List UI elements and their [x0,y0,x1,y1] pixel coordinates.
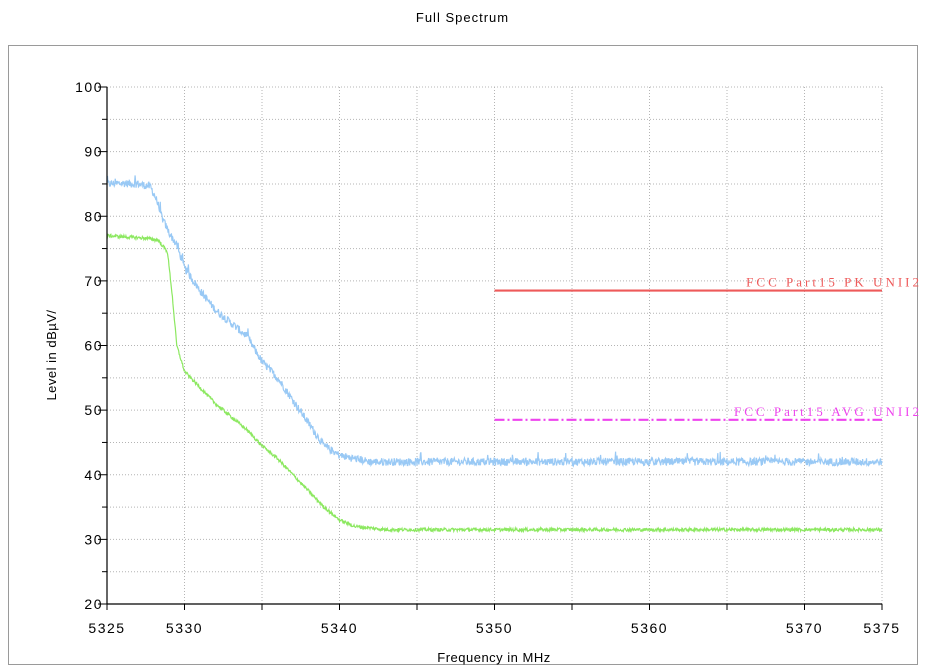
grid-lines [107,86,883,604]
trace-2 [106,232,883,534]
y-tick-label: 40 [84,467,103,483]
limit-label-1: FCC Part15 PK UNII2 [746,275,922,290]
y-tick-label: 30 [84,531,103,547]
y-tick-label: 100 [75,79,103,95]
x-tick-label: 5350 [476,620,513,636]
limit-lines: FCC Part15 PK UNII2 FCC Part15 AVG UNII2 [494,275,922,421]
trace-1 [106,175,883,468]
y-tick-label: 80 [84,208,103,224]
x-tick-label: 5370 [786,620,823,636]
chart-frame [8,45,918,665]
x-tick-label: 5340 [321,620,358,636]
x-tick-labels: 5325 5330 5340 5350 5360 5370 5375 [88,620,900,636]
axes [98,86,883,610]
y-tick-label: 70 [84,273,103,289]
x-tick-label: 5325 [88,620,125,636]
x-tick-label: 5375 [863,620,900,636]
y-tick-label: 60 [84,338,103,354]
y-axis-label: Level in dBµV/ [44,309,59,400]
x-tick-label: 5360 [631,620,668,636]
y-tick-label: 90 [84,144,103,160]
traces [106,175,883,534]
x-tick-label: 5330 [166,620,203,636]
limit-label-2: FCC Part15 AVG UNII2 [734,404,922,419]
y-tick-label: 20 [84,596,103,612]
y-tick-labels: 20 30 40 50 60 70 80 90 100 [75,79,103,612]
chart-title: Full Spectrum [415,10,510,25]
y-tick-label: 50 [84,402,103,418]
x-axis-label: Frequency in MHz [437,650,550,665]
